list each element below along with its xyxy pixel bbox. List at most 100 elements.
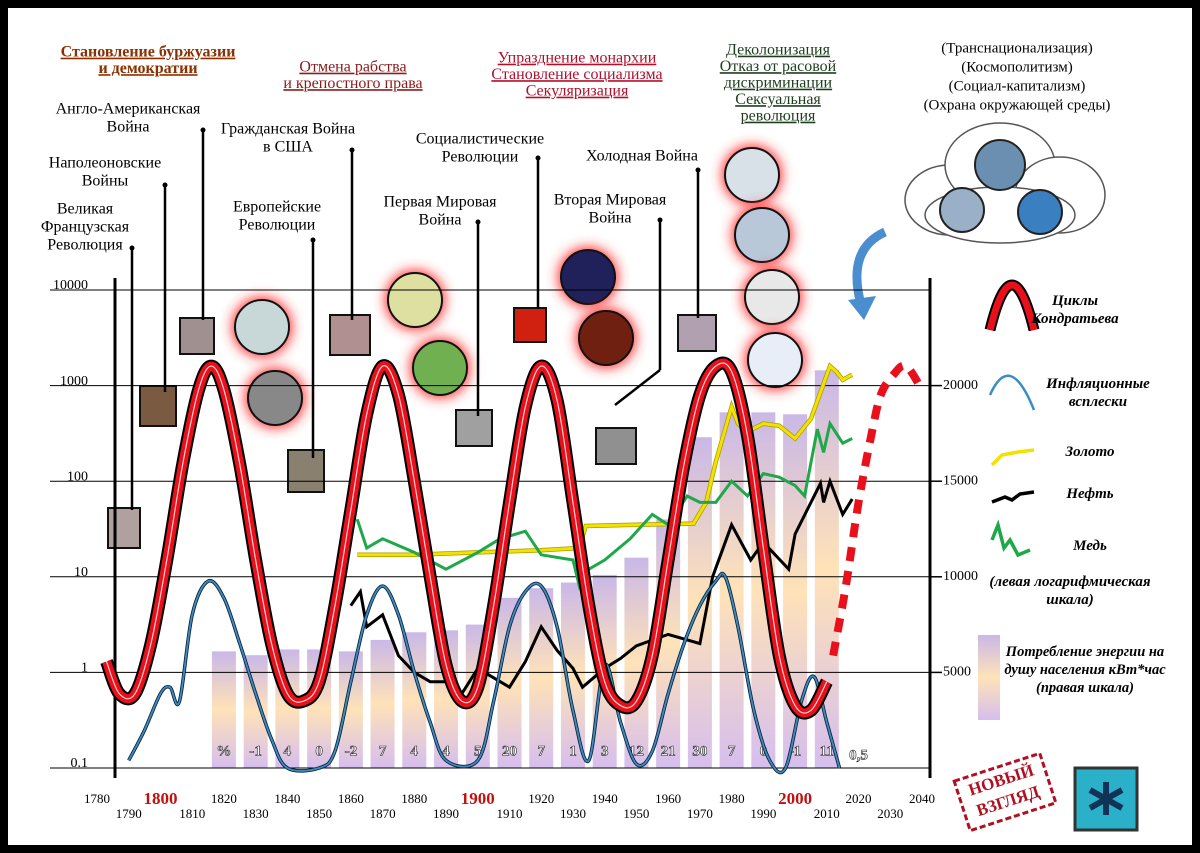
event-label: Холодная Война	[586, 148, 698, 165]
x-tick-label: 1950	[623, 806, 649, 821]
event-label: Война	[107, 119, 150, 136]
legend-label: Потребление энергии на душу населения кВ…	[1004, 644, 1166, 696]
series-line	[349, 476, 854, 696]
energy-bar	[211, 651, 236, 768]
series-line	[355, 419, 853, 591]
legend-swatch	[978, 635, 1000, 720]
legend-swatch	[990, 519, 1031, 558]
bar-annotation: 20	[502, 743, 517, 759]
heading: Сексуальная	[735, 91, 821, 108]
bar-annotation: 5	[474, 743, 482, 759]
cloud-icon	[939, 187, 985, 233]
bar-annotation: %	[216, 743, 231, 759]
event-label: Вторая Мировая	[554, 192, 667, 209]
x-tick-label: 1790	[116, 806, 142, 821]
x-tick-label: 1860	[338, 791, 364, 806]
event-leader	[614, 369, 661, 406]
x-tick-label: 1780	[84, 791, 110, 806]
y2-tick-label: 10000	[943, 569, 978, 584]
series-line	[357, 363, 853, 557]
x-tick-label: 2010	[814, 806, 840, 821]
x-tick-label: 2020	[846, 791, 872, 806]
event-dot	[129, 245, 135, 251]
legend-label: Инфляционные всплески	[1046, 376, 1150, 410]
heading: Становление буржуазии	[61, 44, 236, 61]
legend-swatch	[990, 448, 1035, 467]
event-dot	[535, 155, 541, 161]
x-tick-label: 1810	[179, 806, 205, 821]
energy-bar	[719, 412, 744, 768]
x-tick-label: 1940	[592, 791, 618, 806]
x-tick-label: 1970	[687, 806, 713, 821]
event-dot	[162, 182, 168, 188]
bar-annotation: 3	[601, 743, 609, 759]
y-tick-label: 100	[67, 469, 88, 484]
kondratiev-highlight	[105, 362, 828, 714]
event-label: Революция	[47, 237, 123, 254]
arrow-head	[848, 296, 876, 320]
bar-annotation: 4	[442, 743, 450, 759]
event-label: Социалистические	[416, 131, 544, 148]
bar-annotation: 0	[315, 743, 323, 759]
scale-note: (левая логарифмическая шкала)	[989, 574, 1151, 608]
event-label: Великая	[57, 201, 114, 218]
x-tick-label: 1820	[211, 791, 237, 806]
heading: Секуляризация	[526, 83, 629, 100]
energy-bar	[529, 588, 554, 768]
cloud-icon	[974, 139, 1026, 191]
x-tick-label: 2040	[909, 791, 935, 806]
kondratiev-forecast	[829, 361, 926, 657]
x-tick-label: 1910	[497, 806, 523, 821]
stamp-border	[952, 751, 1058, 833]
legend-label: Золото	[1065, 444, 1115, 460]
heading: и крепостного права	[283, 75, 422, 92]
x-tick-label: 1980	[719, 791, 745, 806]
inflation-line	[127, 572, 841, 774]
event-dot	[695, 167, 701, 173]
x-tick-label: 1960	[655, 791, 681, 806]
bar-annotation: 7	[537, 743, 545, 759]
event-label: Первая Мировая	[383, 194, 497, 211]
bar-annotation: 0	[760, 743, 768, 759]
cloud-text: (Охрана окружающей среды)	[924, 97, 1111, 113]
legend-swatch	[988, 374, 1036, 411]
cloud-text: (Космополитизм)	[961, 59, 1072, 75]
event-dot	[475, 219, 481, 225]
event-dot	[200, 127, 206, 133]
y-tick-label: 10000	[53, 278, 88, 293]
x-tick-label: 1900	[461, 789, 495, 808]
event-label: Война	[589, 210, 632, 227]
event-label: Война	[419, 212, 462, 229]
x-tick-label: 1870	[370, 806, 396, 821]
legend-label: Медь	[1073, 538, 1107, 554]
x-tick-label: 1830	[243, 806, 269, 821]
y-tick-label: 10	[74, 565, 88, 580]
bar-annotation: 11	[820, 743, 834, 759]
event-label: Революции	[442, 149, 519, 166]
legend-swatch	[991, 490, 1035, 504]
x-tick-label: 1840	[274, 791, 300, 806]
arrow	[852, 227, 888, 310]
heading: Деколонизация	[726, 42, 831, 59]
event-dot	[310, 237, 316, 243]
heading: революция	[741, 108, 816, 125]
event-label: Войны	[82, 173, 129, 190]
y-tick-label: 0.1	[71, 756, 89, 771]
x-tick-label: 1890	[433, 806, 459, 821]
logo-symbol	[1088, 782, 1124, 815]
x-tick-label: 1800	[143, 789, 177, 808]
heading: и демократии	[98, 60, 197, 77]
x-tick-label: 1990	[750, 806, 776, 821]
cloud-text: (Социал-капитализм)	[949, 78, 1086, 94]
y-tick-label: 1	[81, 661, 88, 676]
bar-annotation: 4	[284, 743, 292, 759]
forecast-label: 0,5	[849, 747, 868, 763]
event-label: Наполеоновские	[49, 155, 161, 172]
cloud-text: (Транснационализация)	[941, 40, 1093, 56]
event-label: Революции	[239, 217, 316, 234]
y2-tick-label: 5000	[943, 665, 971, 680]
y-tick-label: 1000	[60, 374, 88, 389]
event-label: Французская	[41, 219, 130, 236]
photos	[107, 307, 717, 549]
